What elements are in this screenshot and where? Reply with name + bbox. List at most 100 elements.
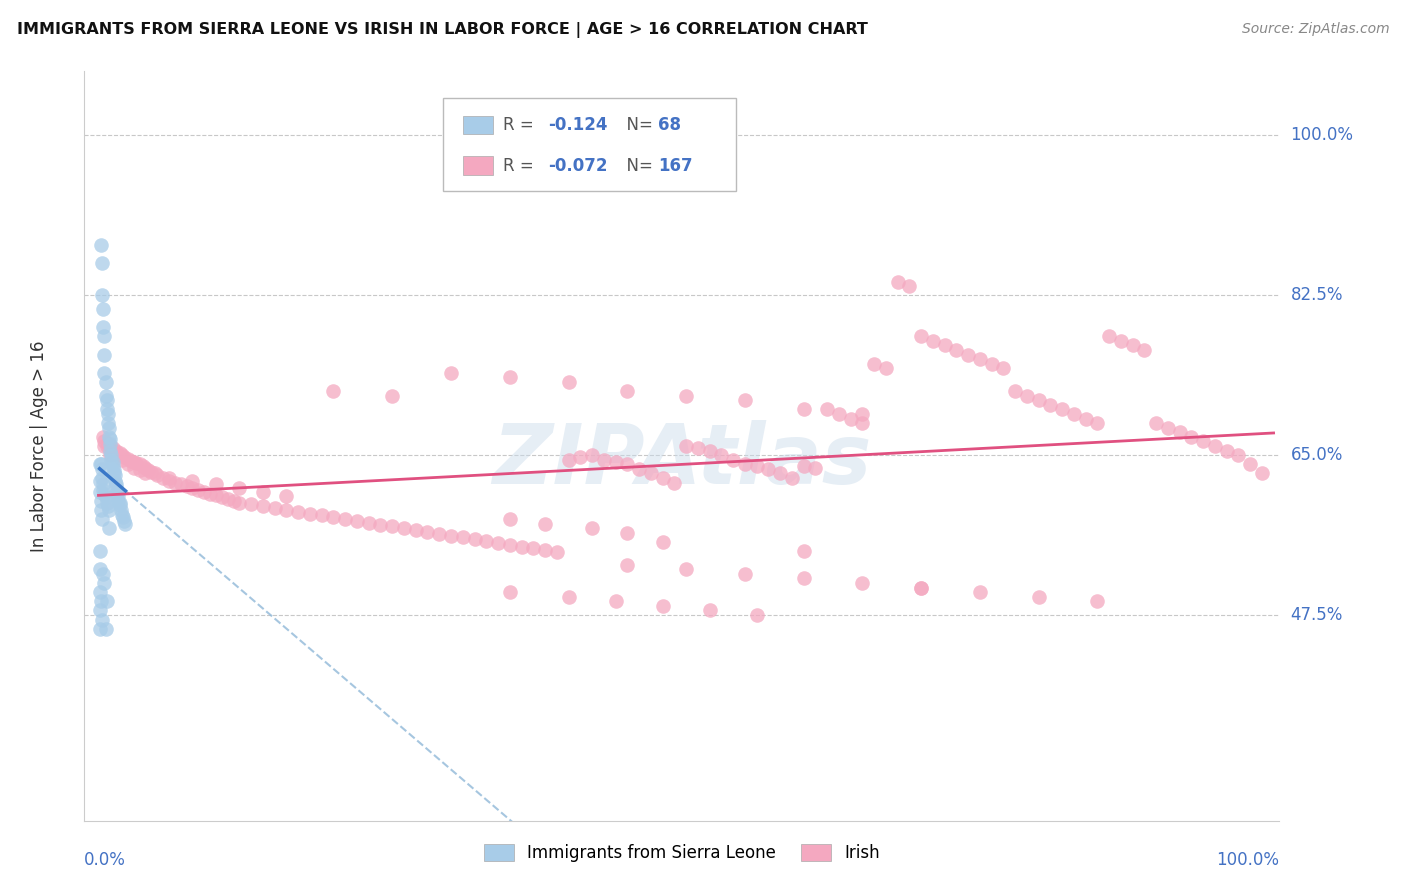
Point — [91, 471, 114, 485]
Point — [98, 443, 121, 458]
Point — [851, 576, 873, 591]
Point — [97, 437, 120, 451]
Point — [94, 389, 117, 403]
Text: N=: N= — [616, 157, 658, 175]
Point — [107, 489, 129, 503]
Point — [815, 402, 838, 417]
Point — [122, 454, 145, 468]
Point — [198, 486, 221, 500]
Point — [111, 448, 134, 462]
Point — [103, 463, 125, 477]
Point — [89, 585, 111, 599]
Point — [146, 468, 169, 483]
Point — [605, 594, 627, 608]
Point — [176, 479, 198, 493]
Point — [335, 512, 357, 526]
Point — [134, 467, 156, 481]
Point — [128, 457, 150, 471]
Point — [1109, 334, 1132, 348]
Point — [475, 534, 498, 549]
Text: 82.5%: 82.5% — [1291, 286, 1343, 304]
Point — [101, 455, 124, 469]
Point — [90, 594, 112, 608]
Point — [107, 493, 129, 508]
Point — [745, 459, 768, 474]
Point — [114, 516, 136, 531]
Point — [1144, 416, 1167, 430]
Point — [108, 446, 131, 460]
Point — [96, 402, 118, 417]
Point — [499, 538, 522, 552]
Point — [793, 572, 815, 586]
Point — [780, 471, 803, 485]
Point — [534, 516, 557, 531]
Point — [745, 608, 768, 623]
Point — [89, 544, 111, 558]
Text: ZIPAtlas: ZIPAtlas — [492, 420, 872, 501]
Point — [98, 437, 121, 451]
Point — [463, 532, 485, 546]
Point — [1098, 329, 1121, 343]
Point — [1192, 434, 1215, 449]
Point — [346, 514, 368, 528]
Point — [90, 238, 112, 252]
Point — [93, 486, 115, 500]
Point — [1250, 467, 1272, 481]
Point — [91, 462, 114, 476]
Point — [98, 432, 121, 446]
Point — [101, 459, 124, 474]
Point — [969, 585, 991, 599]
Point — [105, 443, 128, 458]
Point — [105, 477, 128, 491]
Point — [89, 474, 111, 488]
Point — [1157, 421, 1180, 435]
Point — [100, 452, 122, 467]
Text: R =: R = — [503, 157, 538, 175]
Point — [1168, 425, 1191, 440]
Point — [875, 361, 897, 376]
Point — [105, 448, 128, 462]
Point — [664, 475, 686, 490]
Point — [863, 357, 886, 371]
Text: IMMIGRANTS FROM SIERRA LEONE VS IRISH IN LABOR FORCE | AGE > 16 CORRELATION CHAR: IMMIGRANTS FROM SIERRA LEONE VS IRISH IN… — [17, 22, 868, 38]
Point — [1050, 402, 1073, 417]
Point — [112, 510, 135, 524]
Text: 0.0%: 0.0% — [84, 851, 127, 869]
Point — [96, 594, 118, 608]
Text: N=: N= — [616, 117, 658, 135]
Point — [93, 576, 115, 591]
Point — [581, 521, 603, 535]
Point — [104, 474, 127, 488]
Point — [108, 496, 131, 510]
Point — [193, 484, 215, 499]
Point — [427, 526, 450, 541]
Point — [851, 416, 873, 430]
Point — [793, 402, 815, 417]
Point — [370, 517, 392, 532]
Point — [287, 505, 309, 519]
Point — [945, 343, 967, 357]
Text: -0.124: -0.124 — [548, 117, 607, 135]
Point — [93, 439, 115, 453]
Legend: Immigrants from Sierra Leone, Irish: Immigrants from Sierra Leone, Irish — [477, 837, 887, 869]
Point — [627, 462, 650, 476]
Point — [957, 348, 980, 362]
Point — [1204, 439, 1226, 453]
Point — [1215, 443, 1237, 458]
Point — [416, 524, 439, 539]
Point — [89, 484, 111, 499]
Point — [91, 320, 114, 334]
Point — [721, 452, 744, 467]
Point — [132, 459, 155, 474]
Point — [311, 508, 333, 523]
Point — [616, 457, 638, 471]
Point — [125, 456, 148, 470]
Point — [108, 499, 131, 513]
Point — [91, 301, 114, 316]
Text: R =: R = — [503, 117, 538, 135]
Point — [91, 430, 114, 444]
Point — [699, 443, 721, 458]
Point — [163, 475, 186, 490]
Point — [616, 525, 638, 540]
Point — [910, 329, 932, 343]
